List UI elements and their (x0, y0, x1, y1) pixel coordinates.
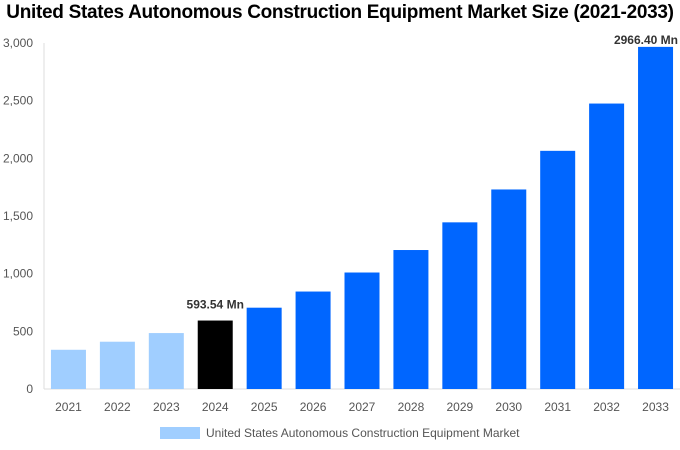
bar-2023 (148, 333, 184, 389)
x-tick-label: 2026 (300, 400, 327, 414)
bar-2029 (442, 222, 478, 389)
x-tick-label: 2025 (251, 400, 278, 414)
chart-title: United States Autonomous Construction Eq… (6, 2, 674, 23)
bar-2022 (99, 341, 135, 389)
x-tick-label: 2028 (398, 400, 425, 414)
bar-2027 (344, 272, 380, 389)
y-tick-label: 500 (13, 324, 33, 338)
data-label: 593.54 Mn (187, 298, 244, 312)
legend: United States Autonomous Construction Eq… (160, 426, 520, 440)
x-tick-label: 2021 (55, 400, 82, 414)
bar-2026 (295, 291, 331, 389)
bar-2032 (589, 103, 625, 390)
bar-2021 (50, 349, 86, 389)
y-tick-label: 1,500 (3, 209, 33, 223)
y-tick-label: 1,000 (3, 267, 33, 281)
x-tick-label: 2033 (642, 400, 669, 414)
x-tick-label: 2022 (104, 400, 131, 414)
legend-swatch (160, 427, 200, 439)
legend-label: United States Autonomous Construction Eq… (206, 426, 520, 440)
x-tick-label: 2029 (446, 400, 473, 414)
data-label: 2966.40 Mn (614, 33, 678, 47)
bar-2024 (197, 320, 233, 389)
bar-2031 (540, 150, 576, 389)
x-tick-label: 2024 (202, 400, 229, 414)
y-tick-label: 3,000 (3, 36, 33, 50)
y-tick-label: 2,000 (3, 151, 33, 165)
bar-2033 (638, 46, 674, 390)
bar-2030 (491, 189, 527, 389)
x-tick-label: 2030 (495, 400, 522, 414)
bar-2028 (393, 250, 429, 389)
x-tick-label: 2023 (153, 400, 180, 414)
bar-2025 (246, 307, 282, 389)
y-tick-label: 2,500 (3, 94, 33, 108)
x-tick-label: 2031 (544, 400, 571, 414)
y-tick-label: 0 (26, 382, 33, 396)
x-tick-label: 2032 (593, 400, 620, 414)
x-tick-label: 2027 (349, 400, 376, 414)
